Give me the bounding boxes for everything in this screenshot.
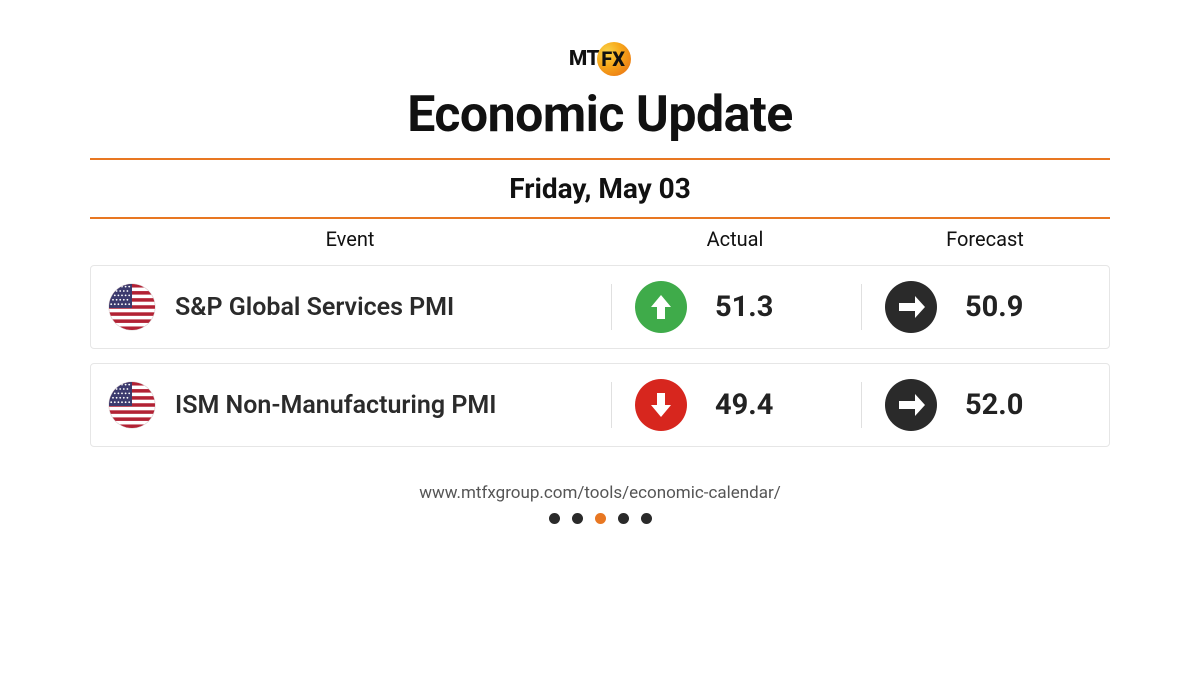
col-actual-header: Actual	[610, 227, 860, 251]
pagination-dot[interactable]	[641, 513, 652, 524]
arrow-up-icon	[635, 281, 687, 333]
event-name: S&P Global Services PMI	[175, 293, 454, 322]
event-cell: S&P Global Services PMI	[91, 284, 611, 330]
arrow-right-icon	[885, 281, 937, 333]
table-head: Event Actual Forecast	[90, 227, 1110, 251]
col-forecast-header: Forecast	[860, 227, 1110, 251]
col-event-header: Event	[90, 227, 610, 251]
divider-top	[90, 158, 1110, 160]
forecast-cell: 50.9	[861, 266, 1111, 348]
footer-url: www.mtfxgroup.com/tools/economic-calenda…	[419, 483, 781, 503]
forecast-value: 52.0	[965, 388, 1023, 422]
economic-table: Event Actual Forecast S&P Global Service…	[90, 219, 1110, 447]
forecast-cell: 52.0	[861, 364, 1111, 446]
table-row: S&P Global Services PMI 51.3 50.9	[90, 265, 1110, 349]
page-title: Economic Update	[407, 86, 793, 144]
date-label: Friday, May 03	[509, 172, 691, 205]
forecast-value: 50.9	[965, 290, 1023, 324]
event-cell: ISM Non-Manufacturing PMI	[91, 382, 611, 428]
actual-cell: 49.4	[611, 364, 861, 446]
table-row: ISM Non-Manufacturing PMI 49.4 52.0	[90, 363, 1110, 447]
pagination-dot[interactable]	[549, 513, 560, 524]
brand-circle: FX	[597, 42, 631, 76]
actual-value: 51.3	[715, 290, 773, 324]
brand-logo: MT FX	[569, 42, 631, 76]
arrow-down-icon	[635, 379, 687, 431]
event-name: ISM Non-Manufacturing PMI	[175, 391, 496, 420]
actual-cell: 51.3	[611, 266, 861, 348]
us-flag-icon	[109, 382, 155, 428]
actual-value: 49.4	[715, 388, 773, 422]
pagination-dot[interactable]	[618, 513, 629, 524]
brand-text-in: FX	[601, 47, 625, 71]
brand-text-pre: MT	[569, 47, 599, 71]
pagination-dots	[549, 513, 652, 524]
pagination-dot[interactable]	[595, 513, 606, 524]
us-flag-icon	[109, 284, 155, 330]
arrow-right-icon	[885, 379, 937, 431]
pagination-dot[interactable]	[572, 513, 583, 524]
